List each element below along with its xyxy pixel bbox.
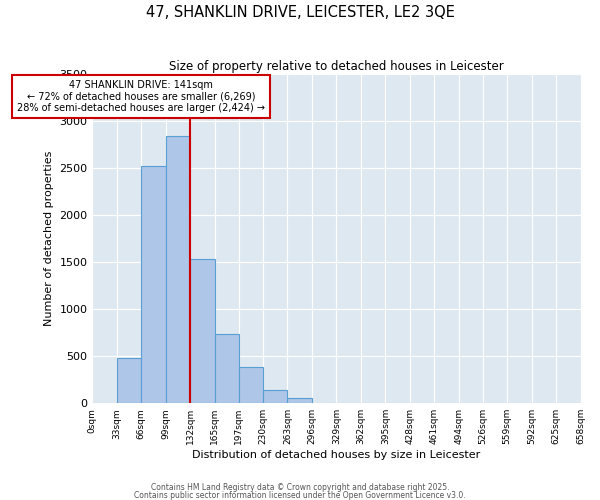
Bar: [166, 136, 190, 403]
Bar: [117, 358, 142, 403]
Text: 47, SHANKLIN DRIVE, LEICESTER, LE2 3QE: 47, SHANKLIN DRIVE, LEICESTER, LE2 3QE: [146, 5, 454, 20]
Bar: [287, 398, 312, 403]
Text: 47 SHANKLIN DRIVE: 141sqm
← 72% of detached houses are smaller (6,269)
28% of se: 47 SHANKLIN DRIVE: 141sqm ← 72% of detac…: [17, 80, 265, 113]
Title: Size of property relative to detached houses in Leicester: Size of property relative to detached ho…: [169, 60, 504, 73]
Text: Contains HM Land Registry data © Crown copyright and database right 2025.: Contains HM Land Registry data © Crown c…: [151, 483, 449, 492]
X-axis label: Distribution of detached houses by size in Leicester: Distribution of detached houses by size …: [193, 450, 481, 460]
Y-axis label: Number of detached properties: Number of detached properties: [44, 151, 54, 326]
Bar: [239, 366, 263, 403]
Bar: [142, 166, 166, 403]
Text: Contains public sector information licensed under the Open Government Licence v3: Contains public sector information licen…: [134, 490, 466, 500]
Bar: [215, 334, 239, 403]
Bar: [190, 260, 215, 403]
Bar: [263, 390, 287, 403]
